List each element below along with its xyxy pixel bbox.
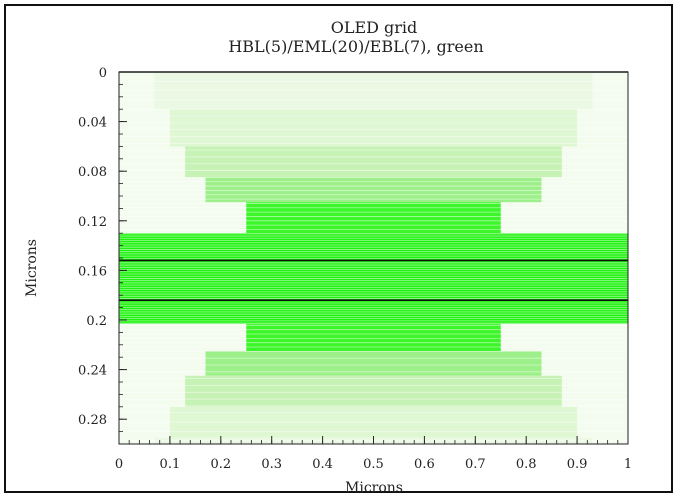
y-tick-label: 0.16: [78, 264, 107, 279]
x-tick-label: 0: [115, 457, 123, 472]
x-tick-label: 0.2: [210, 457, 231, 472]
mesh-region: [246, 202, 501, 234]
x-tick-label: 1: [624, 457, 632, 472]
chart-title: OLED grid: [331, 18, 418, 37]
y-axis-label: Microns: [24, 239, 40, 297]
mesh-region: [185, 375, 562, 407]
y-tick-label: 0.12: [78, 215, 107, 230]
x-tick-label: 0.7: [465, 457, 486, 472]
x-axis-label: Microns: [345, 480, 403, 495]
x-tick-label: 0.5: [363, 457, 384, 472]
y-tick-label: 0.08: [78, 165, 107, 180]
x-tick-label: 0.9: [567, 457, 588, 472]
oled-grid-chart: 0 0.1 0.2 0.3 0.4 0.5 0.6 0.7 0.8 0.9 1 0 0.04 0.08 0.…: [24, 18, 632, 495]
chart-subtitle: HBL(5)/EML(20)/EBL(7), green: [228, 37, 483, 56]
chart-frame: 0 0.1 0.2 0.3 0.4 0.5 0.6 0.7 0.8 0.9 1 0 0.04 0.08 0.…: [4, 4, 673, 495]
x-tick-label: 0.1: [160, 457, 181, 472]
mesh-region: [246, 323, 501, 351]
y-tick-label: 0.04: [78, 116, 107, 131]
y-tick-label: 0.2: [86, 314, 107, 329]
y-tick-label: 0.24: [78, 364, 107, 379]
y-tick-label: 0.28: [78, 413, 107, 428]
mesh-region: [205, 177, 542, 203]
x-tick-label: 0.3: [261, 457, 282, 472]
mesh-region: [169, 109, 578, 147]
x-tick-label: 0.6: [414, 457, 435, 472]
axis-ticks: 0 0.1 0.2 0.3 0.4 0.5 0.6 0.7 0.8 0.9 1 0 0.04 0.08 0.…: [78, 66, 632, 472]
x-tick-label: 0.8: [516, 457, 537, 472]
mesh-lines: [119, 71, 628, 442]
mesh-region: [185, 146, 562, 178]
y-tick-label: 0: [99, 66, 107, 81]
x-tick-label: 0.4: [312, 457, 333, 472]
